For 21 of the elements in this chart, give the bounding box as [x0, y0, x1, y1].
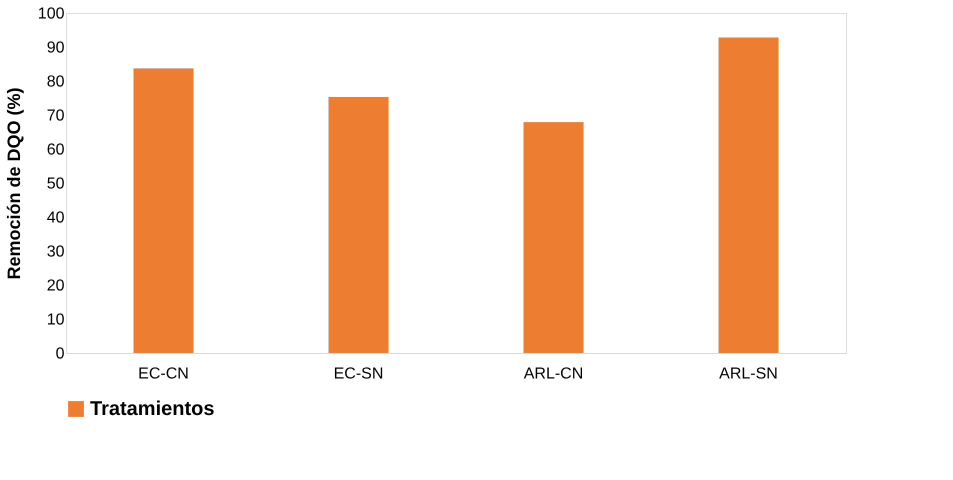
- y-tick-label: 90: [46, 40, 65, 56]
- bar: [718, 37, 778, 353]
- x-tick-label: ARL-CN: [524, 366, 584, 382]
- bar: [328, 96, 388, 353]
- y-tick-label: 70: [46, 108, 65, 124]
- y-tick-label: 50: [46, 176, 65, 192]
- x-tick-label: EC-CN: [138, 366, 189, 382]
- y-tick-label: 20: [46, 278, 65, 294]
- y-tick-label: 80: [46, 74, 65, 90]
- x-tick-label: ARL-SN: [719, 366, 778, 382]
- bar: [524, 122, 584, 353]
- y-tick-label: 30: [46, 244, 65, 260]
- legend-label: Tratamientos: [90, 398, 214, 420]
- y-tick-label: 60: [46, 142, 65, 158]
- y-tick-label: 10: [46, 312, 65, 328]
- bar: [134, 68, 194, 353]
- y-tick-label: 100: [38, 6, 65, 22]
- y-tick-label: 0: [56, 346, 65, 362]
- y-axis-title: Remoción de DQO (%): [4, 87, 24, 280]
- x-tick-label: EC-SN: [334, 366, 384, 382]
- y-tick-label: 40: [46, 210, 65, 226]
